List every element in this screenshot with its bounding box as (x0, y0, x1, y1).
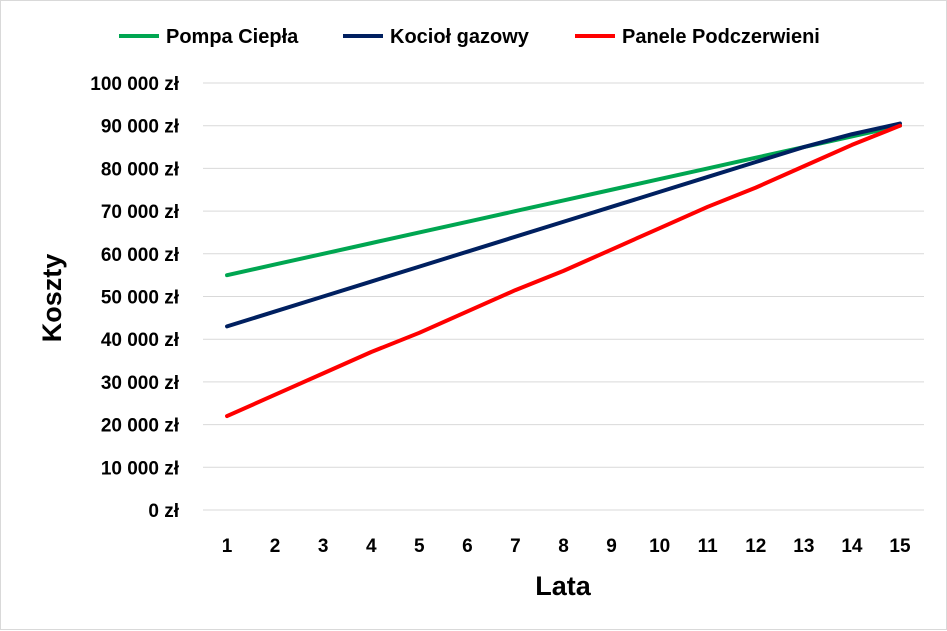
x-tick-label: 4 (366, 536, 377, 557)
x-tick-label: 1 (222, 536, 233, 557)
y-tick-label: 50 000 zł (101, 288, 180, 309)
y-tick-label: 30 000 zł (101, 373, 180, 394)
legend-label-3: Panele Podczerwieni (622, 26, 820, 48)
x-tick-label: 11 (698, 536, 719, 557)
y-tick-label: 70 000 zł (101, 202, 180, 223)
x-tick-label: 12 (745, 536, 766, 557)
x-tick-label: 7 (510, 536, 521, 557)
x-axis-title: Lata (535, 571, 592, 601)
x-tick-label: 2 (270, 536, 281, 557)
y-tick-label: 60 000 zł (101, 245, 180, 266)
y-tick-label: 100 000 zł (90, 74, 179, 95)
legend-label-2: Kocioł gazowy (390, 26, 530, 48)
series-line-2 (225, 121, 902, 329)
x-tick-label: 9 (606, 536, 617, 557)
y-axis-title: Koszty (37, 254, 67, 343)
x-tick-label: 3 (318, 536, 329, 557)
x-tick-label: 14 (841, 536, 863, 557)
x-tick-label: 5 (414, 536, 425, 557)
x-tick-label: 13 (793, 536, 814, 557)
series-line-3 (225, 123, 902, 419)
y-tick-label: 0 zł (148, 501, 179, 522)
y-tick-label: 80 000 zł (101, 159, 180, 180)
x-tick-label: 8 (558, 536, 569, 557)
x-tick-label: 15 (889, 536, 911, 557)
y-tick-label: 40 000 zł (101, 330, 180, 351)
x-tick-label: 6 (462, 536, 473, 557)
y-tick-label: 10 000 zł (101, 458, 180, 479)
legend-label-1: Pompa Ciepła (166, 26, 299, 48)
y-tick-label: 90 000 zł (101, 117, 180, 138)
x-tick-label: 10 (649, 536, 670, 557)
y-tick-label: 20 000 zł (101, 416, 180, 437)
